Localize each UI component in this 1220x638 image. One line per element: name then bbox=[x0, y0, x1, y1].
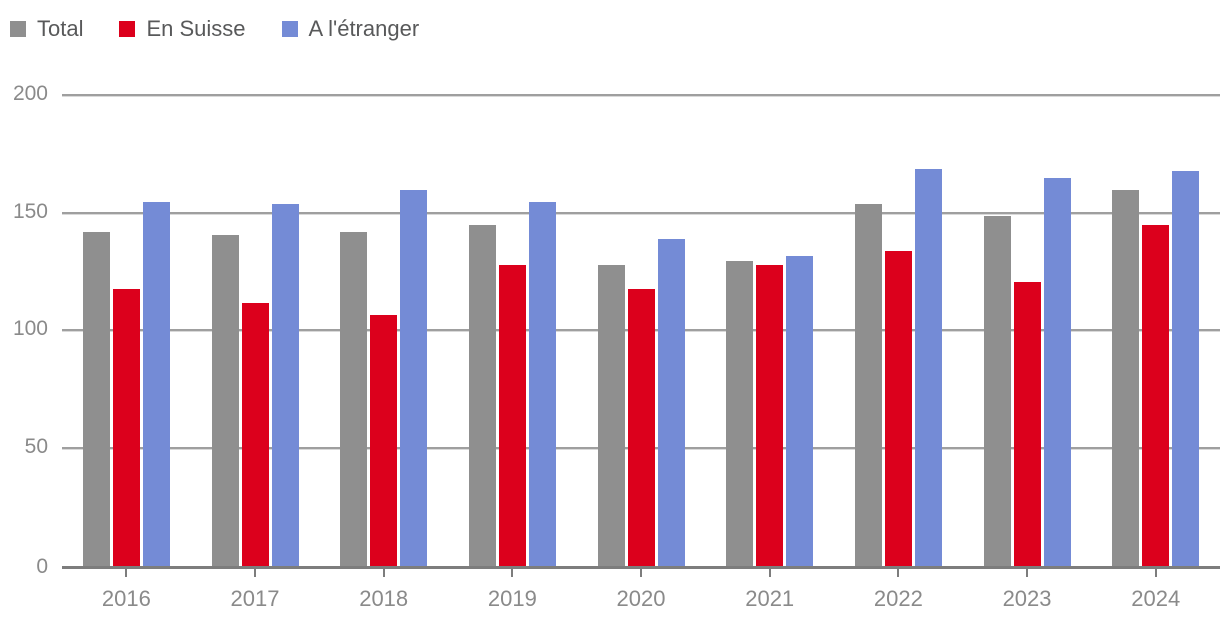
bar-total-2017[interactable] bbox=[211, 234, 239, 566]
axis-tick bbox=[640, 569, 643, 577]
bar-total-2022[interactable] bbox=[854, 204, 882, 566]
x-axis-slot-2020: 2020 bbox=[577, 569, 706, 612]
bar-a-l-tranger-2019[interactable] bbox=[528, 201, 556, 566]
bar-en-suisse-2022[interactable] bbox=[884, 251, 912, 566]
bar-total-2018[interactable] bbox=[340, 232, 368, 566]
x-axis-slot-2022: 2022 bbox=[834, 569, 963, 612]
axis-tick bbox=[382, 569, 385, 577]
legend-swatch-icon bbox=[10, 21, 26, 37]
x-axis-slot-2018: 2018 bbox=[319, 569, 448, 612]
bar-group-2021 bbox=[705, 96, 834, 566]
legend-label: A l'étranger bbox=[308, 16, 420, 41]
bar-total-2024[interactable] bbox=[1112, 190, 1140, 566]
x-axis-label: 2022 bbox=[873, 586, 923, 611]
x-axis-slot-2024: 2024 bbox=[1091, 569, 1220, 612]
bar-group-2018 bbox=[319, 96, 448, 566]
legend-label: Total bbox=[37, 16, 84, 41]
bar-en-suisse-2023[interactable] bbox=[1013, 281, 1041, 566]
bar-total-2020[interactable] bbox=[597, 265, 625, 566]
bar-a-l-tranger-2017[interactable] bbox=[271, 204, 299, 566]
bar-en-suisse-2018[interactable] bbox=[370, 314, 398, 566]
y-axis-label: 50 bbox=[24, 434, 48, 458]
legend-swatch-icon bbox=[119, 21, 136, 37]
legend-swatch-icon bbox=[281, 21, 298, 37]
bar-group-2016 bbox=[62, 96, 191, 566]
plot-area: 0 50 100 150 200 bbox=[13, 82, 1220, 578]
bar-group-2022 bbox=[834, 96, 963, 566]
x-axis-label: 2024 bbox=[1131, 586, 1181, 611]
x-axis-label: 2017 bbox=[230, 586, 280, 611]
legend-item-total[interactable]: Total bbox=[10, 16, 83, 42]
x-axis-slot-2016: 2016 bbox=[62, 569, 191, 612]
gridline: 150 bbox=[13, 200, 1220, 223]
legend-item-en-suisse[interactable]: En Suisse bbox=[119, 16, 246, 42]
axis-tick bbox=[768, 569, 771, 577]
chart-legend: Total En Suisse A l'étranger bbox=[10, 16, 419, 42]
bar-group-2024 bbox=[1091, 96, 1220, 566]
axis-tick bbox=[1154, 569, 1157, 577]
bar-total-2023[interactable] bbox=[983, 215, 1011, 566]
bar-en-suisse-2016[interactable] bbox=[112, 288, 140, 566]
x-axis-label: 2016 bbox=[101, 586, 151, 611]
bar-a-l-tranger-2020[interactable] bbox=[657, 239, 685, 566]
axis-tick bbox=[897, 569, 900, 577]
bar-en-suisse-2024[interactable] bbox=[1142, 225, 1170, 566]
legend-label: En Suisse bbox=[146, 16, 246, 41]
bar-total-2021[interactable] bbox=[726, 260, 754, 566]
y-axis-label: 200 bbox=[12, 82, 48, 105]
bar-en-suisse-2021[interactable] bbox=[756, 265, 784, 566]
axis-tick bbox=[511, 569, 514, 577]
y-axis-label: 0 bbox=[36, 555, 48, 578]
bar-group-2023 bbox=[963, 96, 1092, 566]
bar-en-suisse-2017[interactable] bbox=[241, 302, 269, 566]
bar-a-l-tranger-2024[interactable] bbox=[1172, 171, 1200, 566]
bar-group-2020 bbox=[577, 96, 706, 566]
bar-group-2017 bbox=[191, 96, 320, 566]
bar-en-suisse-2019[interactable] bbox=[498, 265, 526, 566]
x-axis-label: 2020 bbox=[616, 586, 666, 611]
x-axis-slot-2023: 2023 bbox=[963, 569, 1092, 612]
x-axis-label: 2018 bbox=[359, 586, 409, 611]
bar-group-2019 bbox=[448, 96, 577, 566]
bar-a-l-tranger-2021[interactable] bbox=[786, 255, 814, 566]
x-axis-label: 2019 bbox=[487, 586, 537, 611]
x-axis-slot-2017: 2017 bbox=[191, 569, 320, 612]
bar-total-2019[interactable] bbox=[468, 225, 496, 566]
bar-a-l-tranger-2023[interactable] bbox=[1043, 178, 1071, 566]
x-axis-slot-2021: 2021 bbox=[705, 569, 834, 612]
y-axis-label: 100 bbox=[12, 317, 48, 340]
bar-total-2016[interactable] bbox=[82, 232, 110, 566]
bar-en-suisse-2020[interactable] bbox=[627, 288, 655, 566]
bar-a-l-tranger-2022[interactable] bbox=[914, 168, 942, 566]
axis-tick bbox=[125, 569, 128, 577]
axis-tick bbox=[1026, 569, 1029, 577]
gridline: 200 bbox=[13, 82, 1220, 105]
bar-a-l-tranger-2018[interactable] bbox=[400, 190, 428, 566]
x-axis-slot-2019: 2019 bbox=[448, 569, 577, 612]
x-axis-labels: 2016 2017 2018 2019 2020 2021 2022 2023 2024 bbox=[62, 569, 1220, 612]
x-axis-line: 0 bbox=[36, 555, 1220, 578]
bar-a-l-tranger-2016[interactable] bbox=[142, 201, 170, 566]
legend-item-a-l-tranger[interactable]: A l'étranger bbox=[281, 16, 420, 42]
x-axis-label: 2023 bbox=[1002, 586, 1052, 611]
bar-series bbox=[62, 96, 1220, 566]
y-axis-label: 150 bbox=[12, 199, 48, 223]
axis-tick bbox=[254, 569, 256, 577]
x-axis-label: 2021 bbox=[745, 586, 795, 611]
